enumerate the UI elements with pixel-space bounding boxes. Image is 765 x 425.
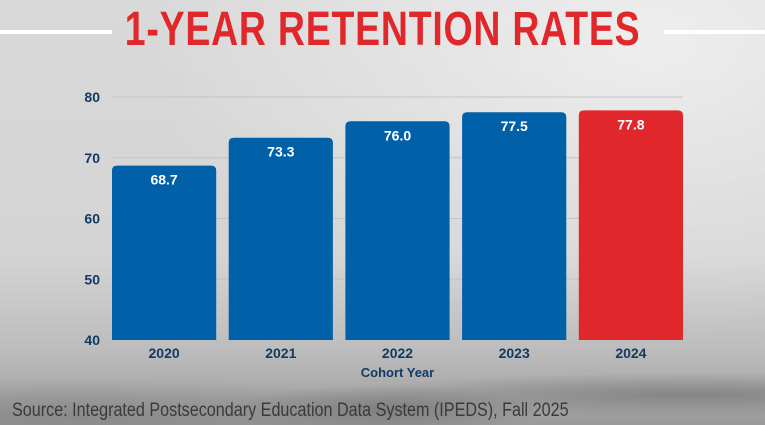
y-tick-label: 60 bbox=[84, 211, 100, 227]
background-scenery bbox=[0, 350, 765, 425]
y-tick-label: 40 bbox=[84, 332, 100, 348]
title-rule-left bbox=[0, 30, 112, 34]
bar-2021 bbox=[228, 137, 333, 340]
x-tick-label: 2022 bbox=[382, 345, 413, 361]
bar-2024 bbox=[578, 110, 683, 341]
data-label-2024: 77.8 bbox=[617, 116, 644, 132]
data-label-2020: 68.7 bbox=[150, 172, 177, 188]
x-axis-title: Cohort Year bbox=[361, 365, 434, 380]
data-label-2021: 73.3 bbox=[267, 144, 294, 160]
bar-2020 bbox=[112, 165, 217, 340]
bar-2023 bbox=[462, 112, 567, 340]
chart-title: 1-YEAR RETENTION RATES bbox=[124, 3, 641, 56]
y-tick-label: 70 bbox=[84, 150, 100, 166]
data-label-2022: 76.0 bbox=[384, 127, 411, 143]
title-rule-right bbox=[664, 30, 765, 34]
data-label-2023: 77.5 bbox=[501, 118, 528, 134]
x-tick-label: 2024 bbox=[615, 345, 646, 361]
x-tick-label: 2023 bbox=[499, 345, 530, 361]
x-tick-label: 2020 bbox=[149, 345, 180, 361]
y-tick-label: 50 bbox=[84, 271, 100, 287]
bar-2022 bbox=[345, 121, 450, 340]
source-note: Source: Integrated Postsecondary Educati… bbox=[12, 400, 569, 421]
x-tick-label: 2021 bbox=[265, 345, 296, 361]
y-tick-label: 80 bbox=[84, 89, 100, 105]
